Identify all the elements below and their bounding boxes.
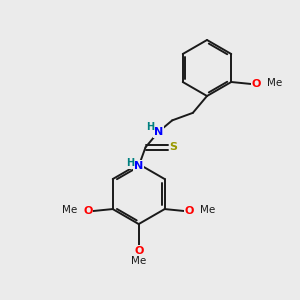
Text: Me: Me — [62, 205, 78, 215]
Text: N: N — [154, 127, 163, 137]
Text: N: N — [134, 161, 143, 171]
Text: S: S — [169, 142, 178, 152]
Text: Me: Me — [131, 256, 146, 266]
Text: O: O — [252, 79, 261, 89]
Text: O: O — [83, 206, 92, 216]
Text: O: O — [134, 246, 143, 256]
Text: H: H — [126, 158, 134, 168]
Text: Me: Me — [267, 78, 283, 88]
Text: H: H — [146, 122, 154, 132]
Text: O: O — [185, 206, 194, 216]
Text: Me: Me — [200, 205, 215, 215]
